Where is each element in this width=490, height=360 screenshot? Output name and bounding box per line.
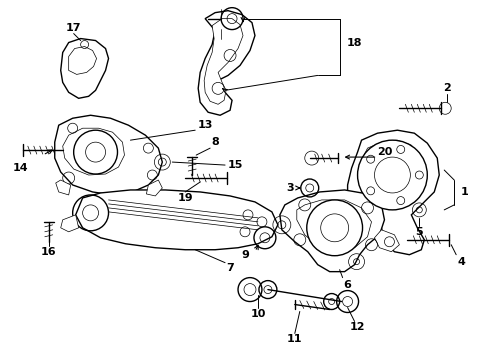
Text: 6: 6 xyxy=(343,280,351,289)
Polygon shape xyxy=(280,190,385,272)
Circle shape xyxy=(307,200,363,256)
Text: 16: 16 xyxy=(41,247,56,257)
Polygon shape xyxy=(75,190,278,250)
Polygon shape xyxy=(61,39,108,98)
Text: 13: 13 xyxy=(197,120,213,130)
Polygon shape xyxy=(55,115,162,195)
Text: 20: 20 xyxy=(377,147,392,157)
Text: 15: 15 xyxy=(227,160,243,170)
Text: 11: 11 xyxy=(287,334,302,345)
Polygon shape xyxy=(61,215,78,232)
Text: 8: 8 xyxy=(211,137,219,147)
Text: 18: 18 xyxy=(347,37,362,48)
Polygon shape xyxy=(297,200,371,252)
Polygon shape xyxy=(362,140,424,205)
Text: 10: 10 xyxy=(250,310,266,319)
Text: 12: 12 xyxy=(350,323,366,332)
Polygon shape xyxy=(347,130,439,255)
Circle shape xyxy=(358,140,427,210)
Text: 5: 5 xyxy=(416,227,423,237)
Polygon shape xyxy=(147,180,162,196)
Polygon shape xyxy=(204,19,243,104)
Polygon shape xyxy=(63,128,124,175)
Text: 2: 2 xyxy=(443,84,451,93)
Text: 7: 7 xyxy=(226,263,234,273)
Text: 14: 14 xyxy=(13,163,29,173)
Text: 3: 3 xyxy=(286,183,294,193)
Polygon shape xyxy=(56,180,71,195)
Text: 1: 1 xyxy=(460,187,468,197)
Text: 9: 9 xyxy=(241,250,249,260)
Text: 19: 19 xyxy=(177,193,193,203)
Text: 4: 4 xyxy=(457,257,465,267)
Polygon shape xyxy=(198,11,255,115)
Text: 17: 17 xyxy=(66,23,81,33)
Polygon shape xyxy=(69,46,97,75)
Polygon shape xyxy=(374,230,399,252)
